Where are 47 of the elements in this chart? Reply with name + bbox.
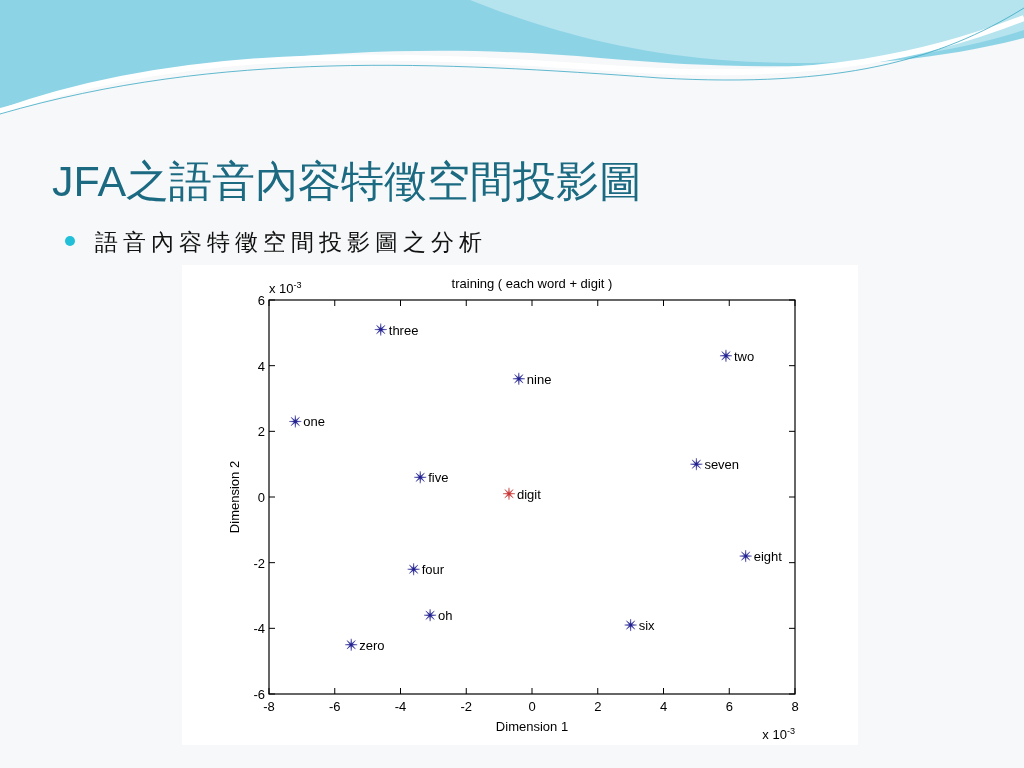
point <box>423 609 437 622</box>
y-tick-label: -4 <box>253 621 265 637</box>
series-label: nine <box>526 371 552 387</box>
x-tick-label: -2 <box>460 699 473 714</box>
point <box>739 549 752 563</box>
x-axis-title: Dimension 1 <box>495 719 569 734</box>
title: JFA之語音內容特徵空間投影圖 <box>52 157 643 205</box>
y-tick-label: -6 <box>253 687 265 702</box>
point <box>624 618 637 632</box>
series-label: two <box>733 348 755 364</box>
point <box>407 563 420 576</box>
point <box>344 638 358 651</box>
x-tick-label: -4 <box>394 699 407 714</box>
subtitle: 語音內容特徵空間投影圖之分析 <box>95 229 487 255</box>
x-tick-label: -6 <box>328 699 341 714</box>
x-tick-label: 8 <box>791 699 799 714</box>
point <box>502 487 516 500</box>
y-tick-label: 6 <box>257 293 265 308</box>
series-label: five <box>428 470 449 486</box>
point <box>289 415 302 428</box>
x-tick-label: 4 <box>659 699 668 714</box>
y-tick-label: 4 <box>257 358 265 374</box>
x-tick-label: 6 <box>725 699 733 714</box>
series-label: four <box>421 562 445 578</box>
y-tick-label: 2 <box>257 424 265 440</box>
y-tick-label: 0 <box>257 490 265 505</box>
series-label: three <box>388 322 419 338</box>
y-tick-label: -2 <box>253 555 265 571</box>
series-label: zero <box>359 637 385 653</box>
text: training ( each word + digit ) <box>451 276 613 291</box>
series-label: six <box>638 618 656 634</box>
x-tick-label: 2 <box>594 699 602 714</box>
series-label: one <box>303 414 325 430</box>
text: x 10$^{-3}$ <box>269 280 302 296</box>
series-label: seven <box>704 457 740 473</box>
point <box>374 323 387 336</box>
text: x 10$^{-3}$ <box>762 726 795 742</box>
point <box>512 372 526 385</box>
point <box>414 471 427 484</box>
point <box>690 457 703 471</box>
series-label: oh <box>438 608 453 624</box>
point <box>719 349 733 363</box>
x-tick-label: -8 <box>263 699 275 714</box>
y-axis-title: Dimension 2 <box>227 460 242 534</box>
series-label: eight <box>753 549 783 565</box>
x-tick-label: 0 <box>528 699 536 714</box>
series-label: digit <box>516 486 542 502</box>
